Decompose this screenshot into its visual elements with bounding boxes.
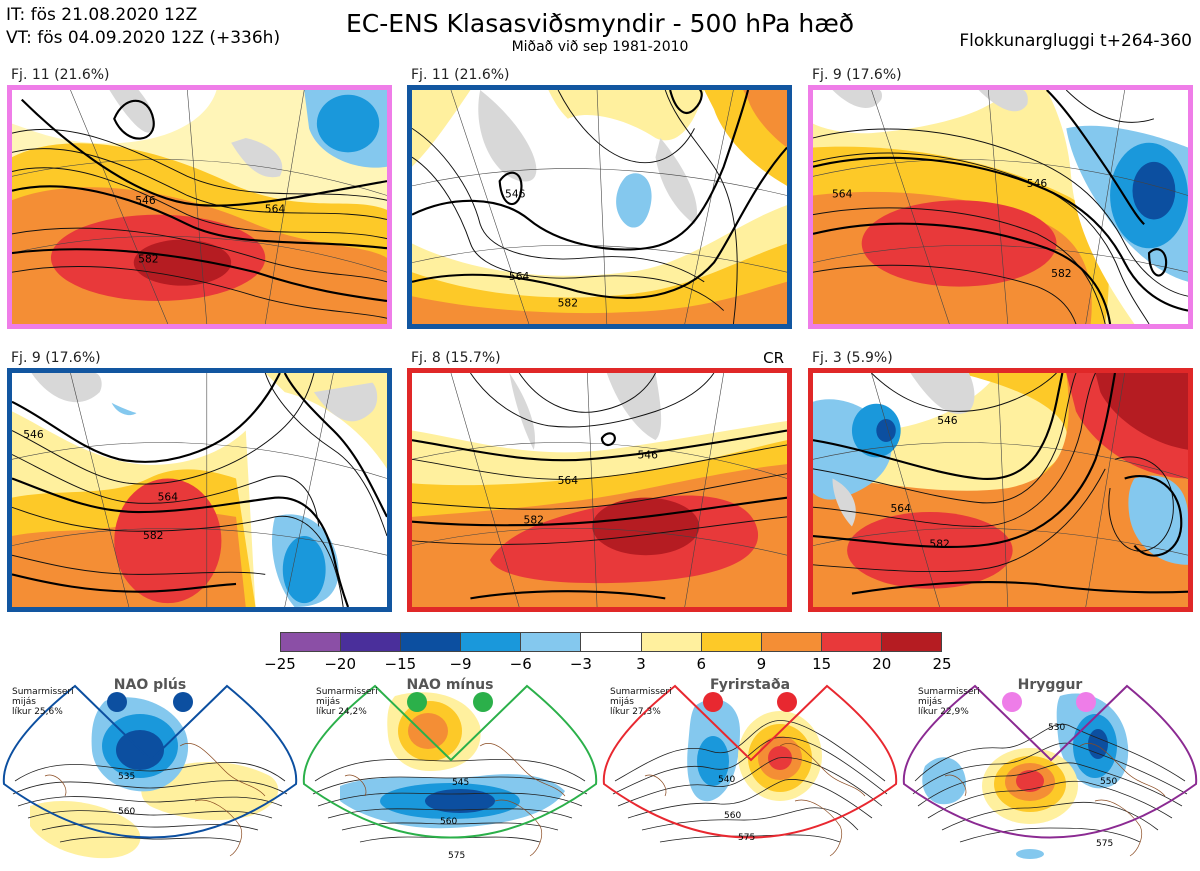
regime-blocking[interactable]: 540 560 575 Fyrirstaða Sumarmisseri mijás… xyxy=(600,676,900,871)
colorbar-tick-label: 25 xyxy=(932,655,952,673)
colorbar-tick-label: −15 xyxy=(384,655,417,673)
regime-note: Sumarmisseri mijás líkur 25,6% xyxy=(12,687,74,717)
contour-label: 575 xyxy=(738,833,755,843)
cluster-label: Fj. 9 (17.6%) xyxy=(812,67,902,83)
cluster-map[interactable]: 546 564 582 xyxy=(7,368,392,612)
init-time: IT: fös 21.08.2020 12Z xyxy=(6,5,198,25)
colorbar-segment xyxy=(761,633,822,651)
regime-name: Hryggur xyxy=(1017,677,1083,693)
contour-label: 535 xyxy=(118,772,135,782)
contour-label: 564 xyxy=(558,474,579,487)
cluster-label: Fj. 8 (15.7%) xyxy=(411,350,501,366)
regime-dot xyxy=(407,692,427,712)
colorbar-segment xyxy=(341,633,402,651)
regime-note: Sumarmisseri mijás líkur 22,9% xyxy=(918,687,980,717)
contour-label: 582 xyxy=(558,297,578,310)
contour-label: 530 xyxy=(1048,723,1065,733)
regime-dot xyxy=(703,692,723,712)
contour-label: 564 xyxy=(509,270,530,283)
contour-label: 546 xyxy=(135,194,156,207)
regime-dot xyxy=(107,692,127,712)
cluster-panel-2[interactable]: Fj. 11 (21.6%) xyxy=(407,67,792,329)
regime-dot xyxy=(173,692,193,712)
contour-label: 545 xyxy=(452,778,469,788)
colorbar-segment xyxy=(281,633,342,651)
regime-nao-plus[interactable]: 535 560 NAO plús Sumarmisseri mijás líkur … xyxy=(0,676,300,871)
contour-label: 564 xyxy=(158,491,179,504)
regime-dot xyxy=(777,692,797,712)
cluster-panel-4[interactable]: Fj. 9 (17.6%) xyxy=(7,350,392,612)
colorbar-tick-labels: −25 −20 −15 −9 −6 −3 3 6 9 15 20 25 xyxy=(264,655,951,673)
contour-label: 575 xyxy=(1096,839,1113,849)
cluster-map[interactable]: 546 564 582 xyxy=(7,85,392,329)
cluster-map[interactable]: 546 564 582 xyxy=(407,368,792,612)
contour-label: 546 xyxy=(23,428,44,441)
anomaly-colorbar xyxy=(280,632,942,652)
valid-time: VT: fös 04.09.2020 12Z (+336h) xyxy=(6,28,281,48)
colorbar-segment xyxy=(581,633,642,651)
contour-label: 564 xyxy=(832,187,853,200)
cluster-map[interactable]: 546 564 582 xyxy=(808,85,1193,329)
regime-name: NAO plús xyxy=(113,677,187,693)
contour-label: 582 xyxy=(138,253,158,266)
cluster-label: Fj. 11 (21.6%) xyxy=(11,67,110,83)
cluster-panel-6[interactable]: Fj. 3 (5.9%) xyxy=(808,350,1193,612)
regime-note: Sumarmisseri mijás líkur 24,2% xyxy=(316,687,378,717)
contour-label: 564 xyxy=(265,203,286,216)
colorbar-tick-label: −6 xyxy=(509,655,532,673)
regime-name: Fyrirstaða xyxy=(709,677,791,693)
colorbar-segment xyxy=(521,633,582,651)
contour-label: 582 xyxy=(929,538,949,551)
colorbar-segment xyxy=(821,633,882,651)
colorbar-segment xyxy=(881,633,942,651)
contour-label: 546 xyxy=(1027,177,1048,190)
regime-note: Sumarmisseri mijás líkur 27,3% xyxy=(610,687,672,717)
colorbar-segment xyxy=(641,633,702,651)
cluster-panel-1[interactable]: Fj. 11 (21.6%) xyxy=(7,67,392,329)
colorbar-tick-label: −20 xyxy=(324,655,356,673)
cluster-map[interactable]: 546 564 582 xyxy=(407,85,792,329)
regime-ridge[interactable]: 530 550 575 Hryggur Sumarmisseri mijás lík… xyxy=(900,676,1200,871)
contour-label: 575 xyxy=(448,851,465,861)
contour-label: 560 xyxy=(118,807,135,817)
colorbar-tick-label: 3 xyxy=(636,655,646,673)
contour-label: 564 xyxy=(890,502,911,515)
regime-dot xyxy=(1002,692,1022,712)
contour-label: 540 xyxy=(718,775,735,785)
contour-label: 582 xyxy=(1051,267,1071,280)
cluster-tag: CR xyxy=(763,349,784,367)
run-times: IT: fös 21.08.2020 12Z VT: fös 04.09.202… xyxy=(6,4,280,50)
cluster-label: Fj. 9 (17.6%) xyxy=(11,350,101,366)
regime-name: NAO mínus xyxy=(406,677,494,693)
contour-label: 546 xyxy=(505,187,526,200)
page-subtitle: Miðað við sep 1981-2010 xyxy=(511,39,689,55)
contour-label: 582 xyxy=(143,529,163,542)
regime-nao-minus[interactable]: 545 560 575 NAO mínus Sumarmisseri mijás l… xyxy=(300,676,600,871)
clustering-window: Flokkunargluggi t+264-360 xyxy=(959,31,1192,51)
cluster-map[interactable]: 546 564 582 xyxy=(808,368,1193,612)
regime-dot xyxy=(473,692,493,712)
cluster-panel-3[interactable]: Fj. 9 (17.6%) xyxy=(808,67,1193,329)
contour-label: 550 xyxy=(1100,777,1117,787)
colorbar-tick-label: 9 xyxy=(756,655,767,673)
colorbar-tick-label: −9 xyxy=(449,655,472,673)
contour-label: 560 xyxy=(724,811,741,821)
colorbar-segment xyxy=(701,633,762,651)
page-title: EC-ENS Klasasviðsmyndir - 500 hPa hæð xyxy=(345,9,855,38)
contour-label: 582 xyxy=(524,514,544,527)
cluster-label: Fj. 11 (21.6%) xyxy=(411,67,510,83)
colorbar-segment xyxy=(401,633,462,651)
colorbar-tick-label: 15 xyxy=(812,655,832,673)
colorbar-tick-label: 20 xyxy=(872,655,892,673)
regime-dot xyxy=(1076,692,1096,712)
cluster-panel-5[interactable]: Fj. 8 (15.7%) CR xyxy=(407,350,792,612)
colorbar-tick-label: −25 xyxy=(264,655,296,673)
colorbar-segment xyxy=(461,633,522,651)
cluster-label: Fj. 3 (5.9%) xyxy=(812,350,893,366)
contour-label: 560 xyxy=(440,817,457,827)
colorbar-tick-label: 6 xyxy=(696,655,707,673)
contour-label: 546 xyxy=(637,448,658,461)
colorbar-tick-label: −3 xyxy=(569,655,592,673)
contour-label: 546 xyxy=(937,414,958,427)
